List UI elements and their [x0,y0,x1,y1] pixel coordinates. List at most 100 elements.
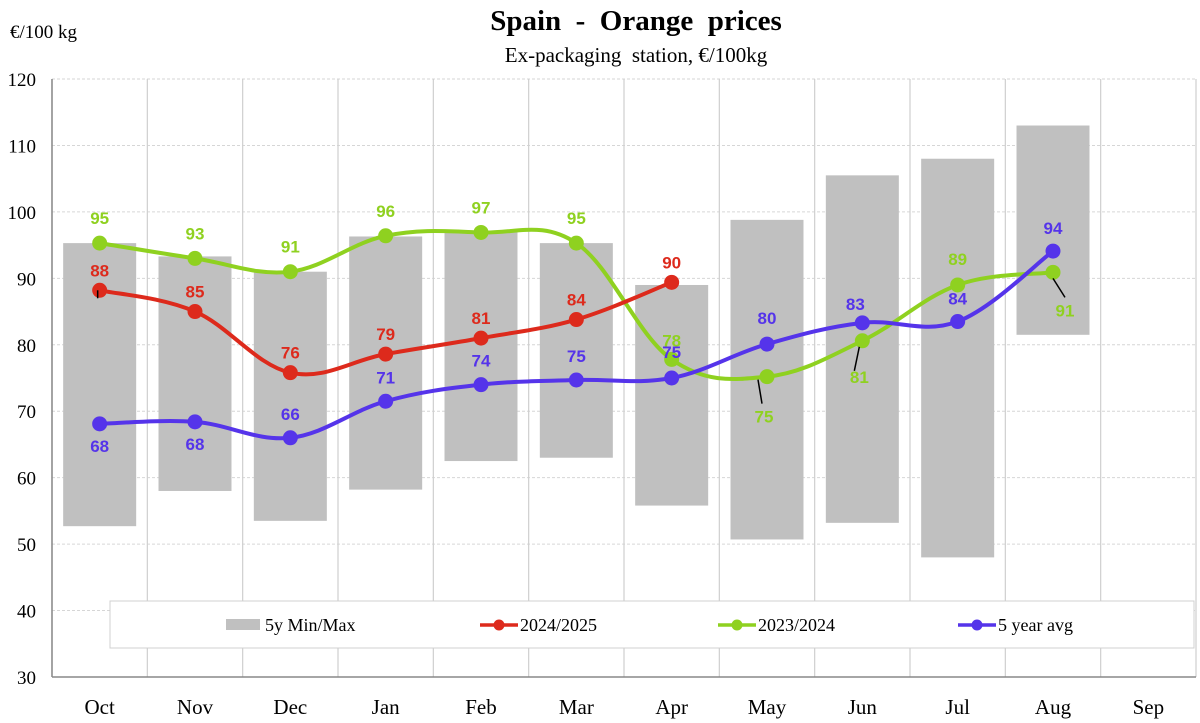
data-label: 94 [1044,219,1063,238]
data-label: 91 [1056,301,1075,320]
data-label: 90 [662,253,681,272]
data-point [92,235,108,251]
data-label: 81 [850,368,869,387]
data-label: 68 [186,435,205,454]
y-tick-label: 120 [8,70,37,91]
legend-marker [493,619,505,631]
data-point [950,277,966,293]
chart-subtitle: Ex-packaging station, €/100kg [505,43,768,67]
x-tick-label: Jan [372,695,400,719]
data-point [473,377,489,393]
data-label: 68 [90,437,109,456]
gridlines [51,78,1197,677]
chart-title: Spain - Orange prices [490,5,782,37]
label-leader-line [1052,277,1066,298]
legend-label: 2023/2024 [758,615,835,635]
range-bar [635,284,709,506]
range-bar [349,236,423,490]
data-label: 83 [846,295,865,314]
range-bar [444,231,518,462]
y-tick-label: 80 [17,336,36,357]
data-label: 95 [90,209,109,228]
label-leader-line [757,379,763,404]
data-label: 81 [472,309,491,328]
x-tick-label: Oct [85,695,115,719]
legend-marker [731,619,743,631]
x-tick-label: Apr [655,695,688,719]
data-label: 84 [948,290,967,309]
series-lines [92,224,1061,446]
y-tick-label: 50 [17,535,36,556]
data-point [187,414,203,430]
y-tick-label: 60 [17,469,36,490]
data-point [854,315,870,331]
data-point [950,314,966,330]
range-bar [825,175,899,523]
data-point [664,274,680,290]
x-tick-label: Jun [848,695,878,719]
legend-box [109,600,1195,649]
data-point [187,304,203,320]
data-label: 80 [758,309,777,328]
data-label: 71 [376,368,395,387]
data-point [378,346,394,362]
data-point [187,250,203,266]
data-point [664,351,680,367]
data-label: 75 [567,347,586,366]
x-tick-label: Feb [465,695,497,719]
data-label: 74 [472,352,491,371]
range-bar [921,158,995,558]
data-point [378,393,394,409]
data-point [473,224,489,240]
data-point [759,369,775,385]
min-max-bars [63,125,1090,558]
x-tick-label: May [748,695,787,719]
x-tick-label: Mar [559,695,594,719]
data-point [854,333,870,349]
y-tick-label: 40 [17,602,36,623]
data-label: 93 [186,224,205,243]
data-label: 79 [376,325,395,344]
series-line [97,227,1055,382]
legend-label: 2024/2025 [520,615,597,635]
data-label: 97 [472,198,491,217]
data-point [473,330,489,346]
legend-marker [971,619,983,631]
x-tick-label: Sep [1133,695,1165,719]
data-point [759,336,775,352]
data-label: 75 [755,408,774,427]
legend: 5y Min/Max 2024/2025 2023/2024 5 year avg [109,600,1195,649]
data-point [568,372,584,388]
y-tick-label: 30 [17,668,36,689]
data-label: 78 [662,331,681,350]
data-point [282,430,298,446]
data-point [92,282,108,298]
range-bar [539,243,613,458]
legend-label-range: 5y Min/Max [265,615,356,635]
axes: 30 40 50 60 70 80 90 100 110 120 Oct Nov Dec Jan Feb Ma… [8,70,1196,719]
legend-label: 5 year avg [998,615,1073,635]
y-tick-label: 100 [8,203,37,224]
label-leader-line [853,346,861,371]
data-label: 96 [376,202,395,221]
y-tick-label: 90 [17,269,36,290]
data-point [378,228,394,244]
y-tick-label: 110 [8,136,36,157]
data-label: 75 [662,343,681,362]
data-label: 89 [948,250,967,269]
y-tick-label: 70 [17,402,36,423]
range-bar [158,256,232,491]
data-label: 88 [90,261,109,280]
data-point [282,264,298,280]
data-point [568,235,584,251]
x-tick-label: Nov [177,695,214,719]
data-label: 84 [567,291,586,310]
data-label: 66 [281,405,300,424]
range-bar [1016,125,1090,335]
data-label: 76 [281,344,300,363]
data-label: 95 [567,209,586,228]
data-point [1045,243,1061,259]
